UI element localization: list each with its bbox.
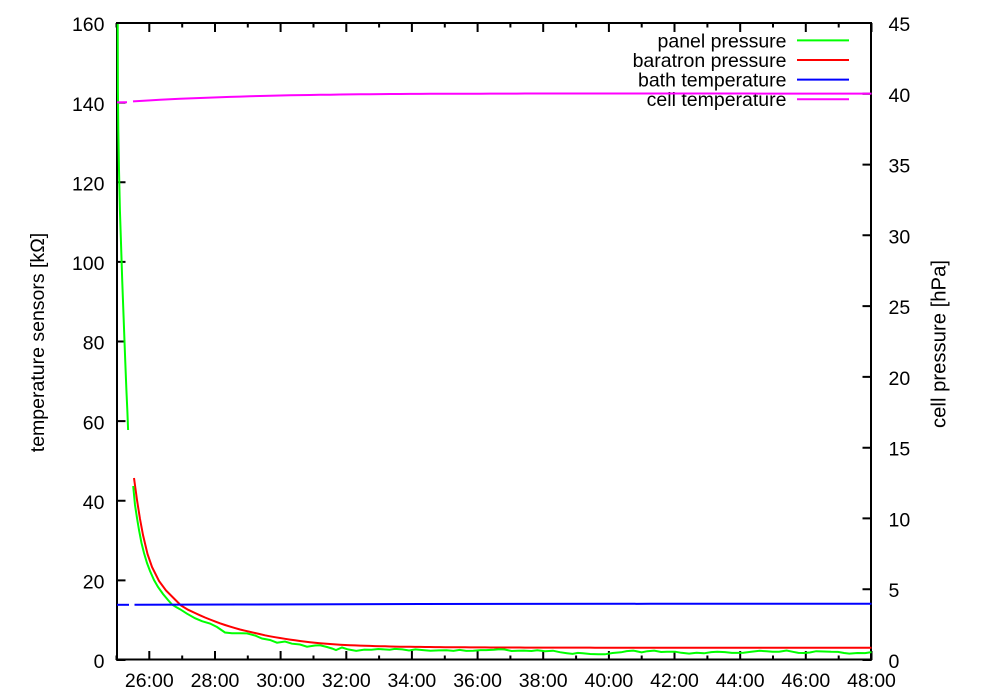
svg-text:15: 15 <box>889 439 911 461</box>
svg-text:34:00: 34:00 <box>387 670 436 692</box>
svg-text:40:00: 40:00 <box>584 670 633 692</box>
svg-text:0: 0 <box>889 651 900 673</box>
svg-text:40: 40 <box>83 492 105 514</box>
svg-text:20: 20 <box>889 368 911 390</box>
svg-text:temperature sensors [kΩ]: temperature sensors [kΩ] <box>27 233 49 452</box>
svg-text:32:00: 32:00 <box>322 670 371 692</box>
svg-text:44:00: 44:00 <box>716 670 765 692</box>
svg-text:42:00: 42:00 <box>650 670 699 692</box>
svg-text:38:00: 38:00 <box>519 670 568 692</box>
svg-text:160: 160 <box>72 14 105 36</box>
svg-text:30:00: 30:00 <box>256 670 305 692</box>
svg-text:80: 80 <box>83 333 105 355</box>
svg-text:panel pressure: panel pressure <box>658 30 787 52</box>
svg-text:36:00: 36:00 <box>453 670 502 692</box>
svg-text:60: 60 <box>83 412 105 434</box>
svg-text:40: 40 <box>889 85 911 107</box>
svg-text:25: 25 <box>889 297 911 319</box>
svg-text:48:00: 48:00 <box>847 670 896 692</box>
svg-text:baratron pressure: baratron pressure <box>633 50 787 72</box>
svg-text:46:00: 46:00 <box>781 670 830 692</box>
svg-text:35: 35 <box>889 156 911 178</box>
svg-text:28:00: 28:00 <box>191 670 240 692</box>
svg-text:10: 10 <box>889 509 911 531</box>
svg-text:0: 0 <box>94 651 105 673</box>
svg-text:45: 45 <box>889 14 911 36</box>
svg-text:cell temperature: cell temperature <box>647 89 787 111</box>
svg-text:120: 120 <box>72 173 105 195</box>
svg-text:bath temperature: bath temperature <box>638 70 787 92</box>
svg-text:26:00: 26:00 <box>125 670 174 692</box>
svg-text:20: 20 <box>83 572 105 594</box>
svg-text:30: 30 <box>889 226 911 248</box>
svg-text:100: 100 <box>72 253 105 275</box>
svg-text:140: 140 <box>72 94 105 116</box>
svg-text:cell pressure [hPa]: cell pressure [hPa] <box>929 260 951 428</box>
svg-text:5: 5 <box>889 580 900 602</box>
